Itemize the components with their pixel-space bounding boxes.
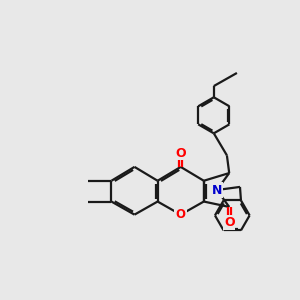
Text: O: O xyxy=(176,146,186,160)
Text: N: N xyxy=(212,184,222,196)
Text: O: O xyxy=(176,208,186,221)
Text: O: O xyxy=(224,216,235,229)
